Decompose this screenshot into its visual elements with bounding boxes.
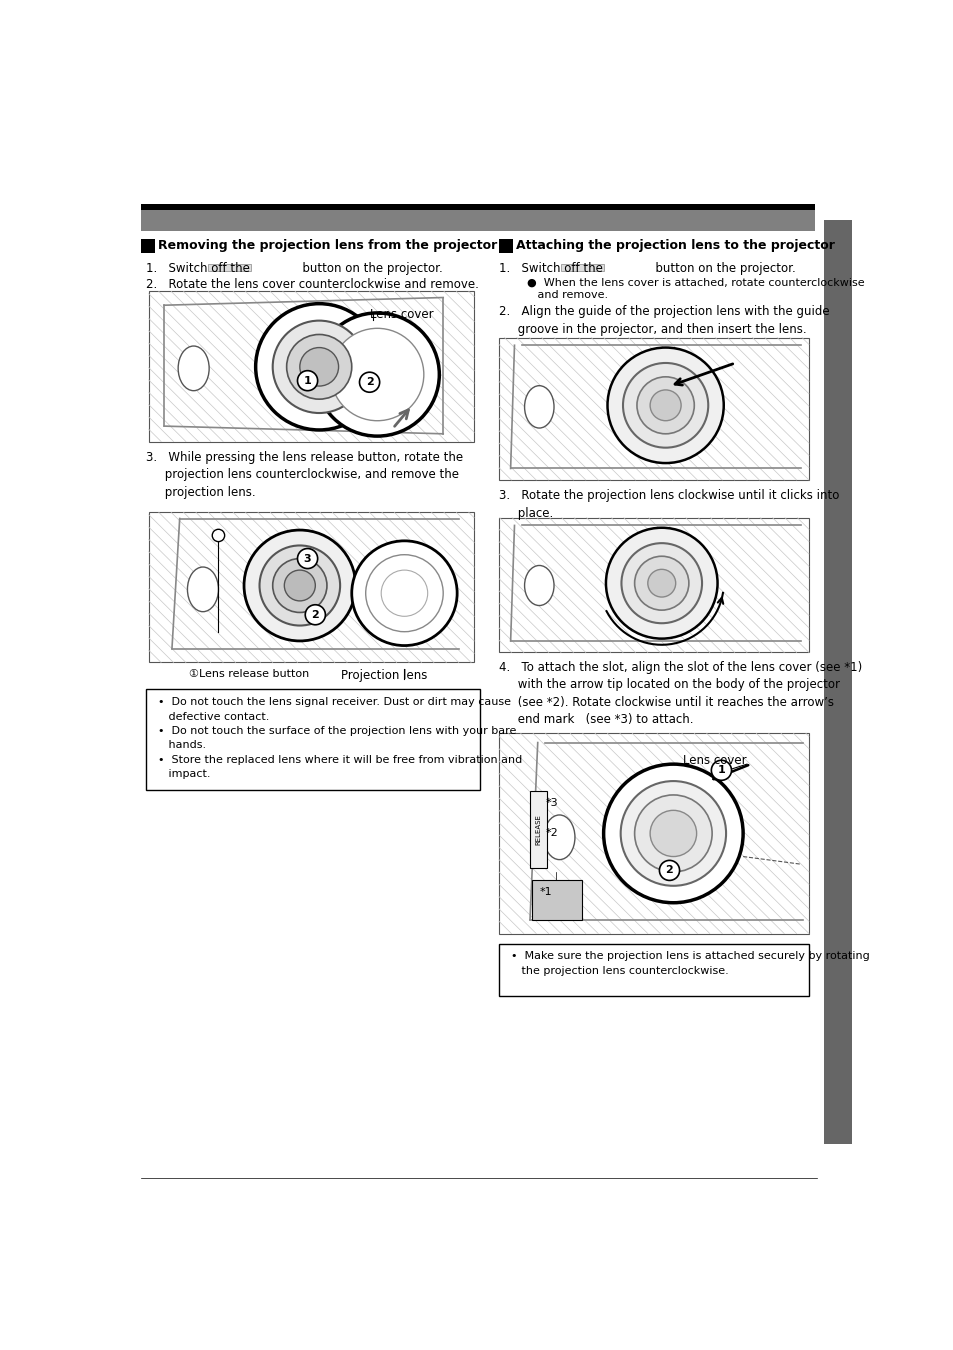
Text: Attaching the projection lens to the projector: Attaching the projection lens to the pro… <box>516 239 834 252</box>
Bar <box>498 239 513 252</box>
Text: 3.   Rotate the projection lens clockwise until it clicks into
     place.: 3. Rotate the projection lens clockwise … <box>498 489 839 520</box>
Circle shape <box>352 541 456 645</box>
Text: Lens cover: Lens cover <box>682 753 746 767</box>
Text: ●  When the lens cover is attached, rotate counterclockwise
           and remov: ● When the lens cover is attached, rotat… <box>498 278 863 300</box>
Bar <box>823 220 851 1143</box>
Bar <box>149 513 474 663</box>
Circle shape <box>365 555 443 632</box>
Circle shape <box>637 377 694 433</box>
Bar <box>560 263 603 271</box>
Text: 1: 1 <box>717 765 724 775</box>
Bar <box>149 292 474 441</box>
Circle shape <box>273 559 327 613</box>
Text: *1: *1 <box>538 887 552 898</box>
Text: •  Make sure the projection lens is attached securely by rotating
   the project: • Make sure the projection lens is attac… <box>510 952 868 976</box>
Bar <box>498 944 808 996</box>
Bar <box>141 239 154 252</box>
Circle shape <box>711 760 731 780</box>
Circle shape <box>649 390 680 421</box>
Circle shape <box>634 795 711 872</box>
Text: •  Do not touch the lens signal receiver. Dust or dirt may cause
   defective co: • Do not touch the lens signal receiver.… <box>158 697 521 779</box>
Text: 2.   Rotate the lens cover counterclockwise and remove.: 2. Rotate the lens cover counterclockwis… <box>146 278 478 290</box>
Circle shape <box>284 570 315 601</box>
Circle shape <box>603 764 742 903</box>
Circle shape <box>622 363 707 448</box>
Circle shape <box>359 373 379 393</box>
Text: 2: 2 <box>365 377 373 387</box>
Ellipse shape <box>178 346 209 390</box>
Bar <box>531 880 581 919</box>
Bar <box>141 209 815 231</box>
Bar <box>141 204 815 209</box>
Text: Projection lens: Projection lens <box>340 668 427 682</box>
Text: 1.   Switch off the              button on the projector.: 1. Switch off the button on the projecto… <box>146 262 442 275</box>
Bar <box>208 263 251 271</box>
Bar <box>530 791 546 868</box>
Bar <box>498 733 808 934</box>
Circle shape <box>212 529 224 541</box>
Circle shape <box>620 782 725 886</box>
Circle shape <box>634 556 688 610</box>
Text: *3: *3 <box>545 798 558 807</box>
Circle shape <box>299 347 338 386</box>
Circle shape <box>297 371 317 390</box>
Text: 4.   To attach the slot, align the slot of the lens cover (see *1)
     with the: 4. To attach the slot, align the slot of… <box>498 662 862 726</box>
Text: *2: *2 <box>545 829 558 838</box>
Bar <box>498 338 808 481</box>
Ellipse shape <box>543 815 575 860</box>
Circle shape <box>273 320 365 413</box>
Circle shape <box>305 605 325 625</box>
Text: 1: 1 <box>303 375 311 386</box>
Ellipse shape <box>187 567 218 612</box>
Circle shape <box>605 528 717 639</box>
Text: 2: 2 <box>311 610 319 620</box>
Circle shape <box>649 810 696 856</box>
Circle shape <box>259 545 340 625</box>
Text: Removing the projection lens from the projector: Removing the projection lens from the pr… <box>158 239 497 252</box>
Circle shape <box>255 304 382 429</box>
Circle shape <box>315 313 439 436</box>
Circle shape <box>607 347 723 463</box>
Text: RELEASE: RELEASE <box>535 814 541 845</box>
Text: Lens cover: Lens cover <box>369 308 433 321</box>
Text: 1.   Switch off the              button on the projector.: 1. Switch off the button on the projecto… <box>498 262 795 275</box>
Circle shape <box>620 543 701 624</box>
Text: 2.   Align the guide of the projection lens with the guide
     groove in the pr: 2. Align the guide of the projection len… <box>498 305 829 336</box>
Circle shape <box>381 570 427 617</box>
Text: 3: 3 <box>303 554 311 563</box>
Circle shape <box>286 335 352 400</box>
Circle shape <box>647 570 675 597</box>
Circle shape <box>331 328 423 421</box>
Text: 2: 2 <box>665 865 673 875</box>
Ellipse shape <box>524 386 554 428</box>
Text: ①Lens release button: ①Lens release button <box>189 668 309 679</box>
Ellipse shape <box>524 566 554 606</box>
Circle shape <box>659 860 679 880</box>
Circle shape <box>244 531 355 641</box>
Bar <box>146 690 479 790</box>
Text: 3.   While pressing the lens release button, rotate the
     projection lens cou: 3. While pressing the lens release butto… <box>146 451 463 498</box>
Circle shape <box>297 548 317 568</box>
Bar <box>498 518 808 652</box>
